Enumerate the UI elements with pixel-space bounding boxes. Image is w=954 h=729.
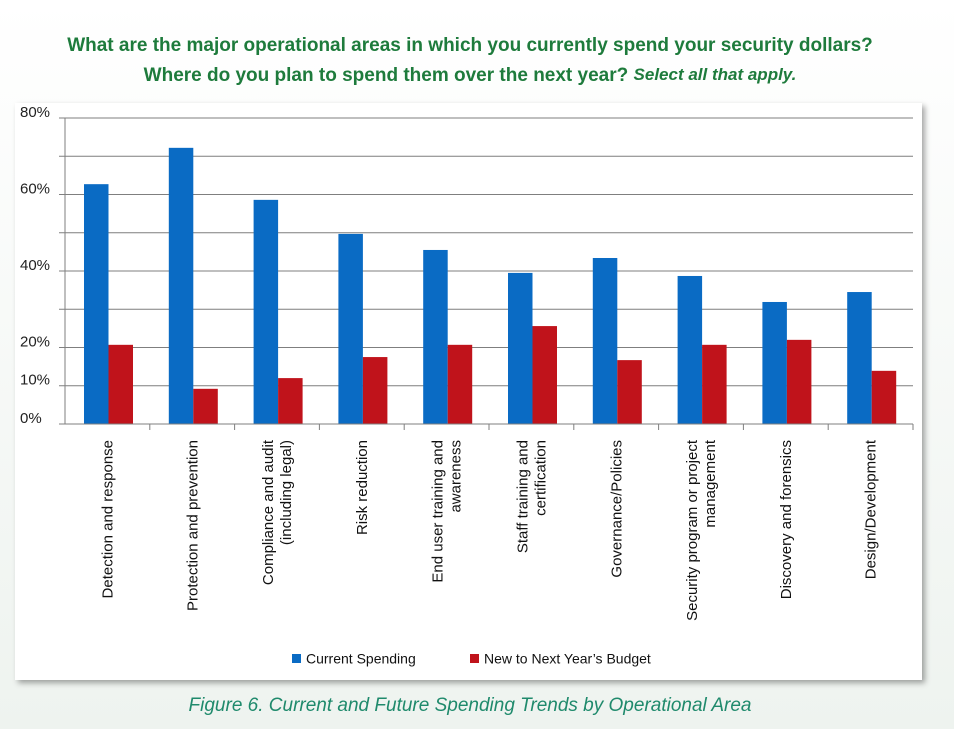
plot-area: 0% 10% 20% 40% 60% 80% Detection and response P… — [20, 104, 914, 667]
bar — [447, 344, 473, 424]
x-tick-label: Staff training andcertification — [514, 440, 549, 553]
bar — [786, 339, 812, 424]
legend-label: New to Next Year’s Budget — [484, 651, 651, 667]
subtitle-text: Where do you plan to spend them over the… — [144, 65, 629, 86]
y-tick-label: 0% — [20, 410, 42, 427]
bar — [84, 184, 109, 424]
title-note: Select all that apply. — [634, 65, 797, 84]
legend-swatch — [470, 654, 479, 663]
x-tick-label: Protection and prevention — [184, 440, 201, 611]
y-tick-label: 40% — [20, 257, 50, 274]
caption: Figure 6. Current and Future Spending Tr… — [189, 695, 752, 716]
x-tick-label: Compliance and audit(including legal) — [260, 439, 295, 585]
bar — [168, 147, 194, 424]
bar — [702, 344, 727, 424]
chart-title: What are the major operational areas in … — [67, 35, 873, 56]
legend-swatch — [292, 654, 301, 663]
bar — [108, 344, 133, 424]
bar — [338, 233, 363, 424]
y-tick-label: 80% — [20, 104, 50, 121]
bar — [847, 292, 872, 424]
y-tick-label: 10% — [20, 372, 50, 389]
x-tick-label: Discovery and forensics — [778, 440, 795, 599]
bar — [508, 272, 533, 424]
bar — [677, 275, 703, 424]
bar — [592, 257, 618, 424]
bar — [617, 360, 642, 424]
bar — [193, 388, 218, 424]
bar — [253, 199, 279, 424]
bar — [423, 249, 448, 424]
x-tick-label: End user training andawareness — [430, 440, 465, 583]
x-tick-label: Governance/Policies — [608, 440, 625, 578]
chart-subtitle: Where do you plan to spend them over the… — [144, 65, 797, 86]
bar — [278, 378, 303, 424]
y-tick-label: 20% — [20, 333, 50, 350]
bar — [532, 326, 557, 424]
x-tick-label: Design/Development — [863, 439, 880, 579]
x-tick-label: Risk reduction — [354, 440, 371, 535]
bar — [362, 357, 388, 424]
bar — [871, 370, 897, 424]
bar — [762, 301, 787, 424]
legend-label: Current Spending — [306, 651, 416, 667]
y-tick-label: 60% — [20, 180, 50, 197]
x-tick-label: Detection and response — [99, 440, 116, 598]
x-tick-label: Security program or projectmanagement — [684, 439, 719, 621]
